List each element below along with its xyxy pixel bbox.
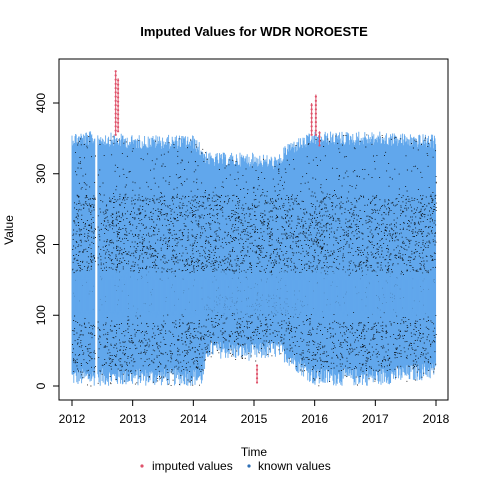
y-tick-label: 100 (34, 305, 48, 325)
y-axis: 0 100 200 300 400 (34, 93, 60, 389)
imputed-point (117, 104, 120, 107)
imputed-point (114, 82, 117, 85)
imputed-point (314, 121, 317, 124)
known-values-mid (71, 269, 436, 319)
imputed-point (114, 104, 117, 107)
imputed-point (114, 78, 117, 81)
y-tick-label: 200 (34, 234, 48, 254)
imputed-point (117, 100, 120, 103)
imputed-point (117, 79, 120, 82)
imputed-point (314, 104, 317, 107)
imputed-point (255, 364, 259, 367)
imputed-point (310, 116, 313, 119)
imputed-point (310, 133, 313, 136)
chart-title: Imputed Values for WDR NOROESTE (140, 24, 368, 39)
imputed-point (314, 116, 317, 119)
y-tick-label: 0 (34, 382, 48, 389)
x-tick-label: 2016 (301, 412, 328, 426)
imputed-point (314, 108, 317, 111)
imputed-point (117, 130, 120, 133)
imputed-point (114, 108, 117, 111)
imputed-point (114, 74, 117, 77)
legend: imputed values known values (140, 459, 331, 473)
known-values-dense (72, 134, 437, 387)
imputed-point (114, 116, 117, 119)
plot-area (71, 70, 437, 387)
imputed-point (310, 112, 313, 115)
imputed-point (310, 121, 313, 124)
series-imputed-values (114, 70, 321, 384)
x-tick-label: 2014 (180, 412, 207, 426)
imputed-point (114, 125, 117, 128)
imputed-point (318, 135, 321, 139)
imputed-point (114, 121, 117, 124)
imputed-point (117, 117, 120, 120)
imputed-point (310, 104, 313, 107)
imputed-point (314, 133, 317, 136)
imputed-point (255, 381, 259, 384)
imputed-point (117, 83, 120, 86)
imputed-point (255, 372, 259, 376)
imputed-point (117, 87, 120, 90)
x-tick-label: 2012 (59, 412, 86, 426)
data-layer (71, 70, 437, 387)
y-tick-label: 300 (34, 163, 48, 183)
series-known-values (71, 131, 437, 387)
imputed-point (114, 133, 117, 136)
y-axis-title: Value (2, 215, 16, 245)
imputed-point (314, 129, 317, 132)
imputed-point (255, 368, 259, 371)
imputed-point (310, 108, 313, 111)
imputed-point (314, 95, 317, 98)
imputed-point (114, 99, 117, 102)
x-tick-label: 2017 (362, 412, 389, 426)
imputed-point (114, 70, 117, 73)
imputed-point (255, 377, 259, 380)
x-tick-label: 2013 (119, 412, 146, 426)
imputed-point (314, 112, 317, 115)
imputed-point (310, 129, 313, 132)
x-tick-label: 2018 (423, 412, 450, 426)
imputed-point (318, 131, 321, 134)
imputed-point (114, 95, 117, 98)
imputed-point (314, 99, 317, 102)
imputed-point (117, 108, 120, 112)
imputed-point (117, 96, 120, 99)
y-tick-label: 400 (34, 93, 48, 113)
legend-marker-known (247, 464, 251, 468)
x-axis-title: Time (241, 445, 268, 459)
x-tick-label: 2015 (241, 412, 268, 426)
legend-marker-imputed (140, 464, 144, 468)
legend-label-known: known values (258, 459, 331, 473)
imputed-point (318, 140, 321, 143)
imputed-point (117, 113, 120, 116)
legend-label-imputed: imputed values (152, 459, 233, 473)
imputed-point (114, 112, 117, 115)
imputed-point (117, 125, 120, 129)
imputed-point (318, 144, 321, 147)
imputed-point (117, 91, 120, 95)
x-axis: 2012 2013 2014 2015 2016 2017 2018 (59, 399, 450, 426)
imputed-point (114, 87, 117, 90)
imputed-point (114, 129, 117, 132)
imputed-point (117, 121, 120, 124)
imputed-point (314, 125, 317, 128)
imputed-point (114, 91, 117, 94)
imputed-point (310, 125, 313, 128)
